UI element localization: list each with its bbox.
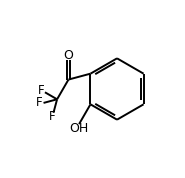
- Text: O: O: [63, 49, 73, 62]
- Text: F: F: [38, 84, 44, 97]
- Text: F: F: [48, 110, 55, 123]
- Text: F: F: [36, 96, 43, 109]
- Text: OH: OH: [69, 122, 89, 135]
